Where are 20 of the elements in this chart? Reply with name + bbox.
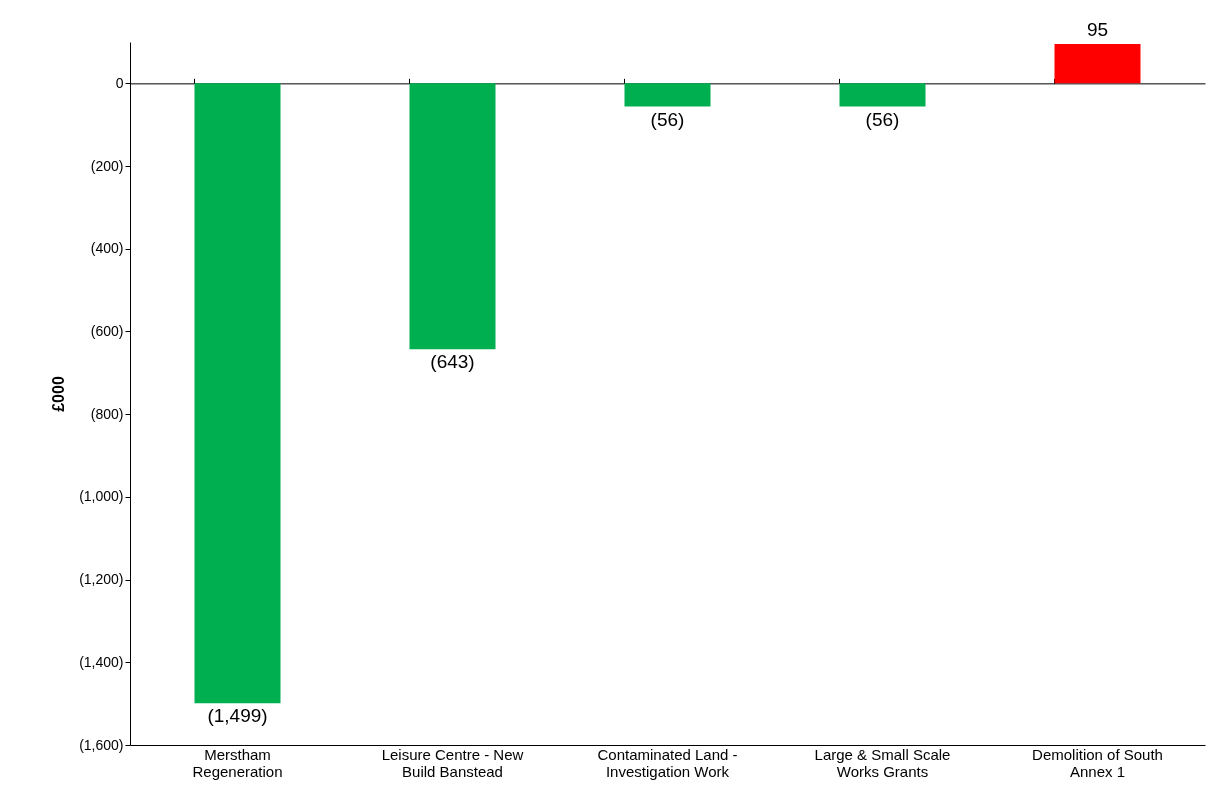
x-tick-label: Large & Small Scale Works Grants <box>814 745 951 780</box>
x-tick-label: Leisure Centre - New Build Banstead <box>381 745 524 780</box>
y-tick-label: (400) <box>90 240 124 257</box>
y-tick-label: (600) <box>90 322 124 339</box>
y-tick-label: (1,600) <box>79 736 124 753</box>
x-tick-label: Merstham Regeneration <box>192 745 283 780</box>
y-tick-label: (1,000) <box>79 488 124 505</box>
x-tick-label: Contaminated Land - Investigation Work <box>597 745 738 780</box>
data-label: (56) <box>650 108 685 130</box>
data-label: 95 <box>1086 19 1109 41</box>
data-label: (643) <box>430 351 475 373</box>
y-tick-label: 0 <box>115 74 124 91</box>
data-label: (1,499) <box>207 705 268 727</box>
y-tick-label: (1,400) <box>79 653 124 670</box>
data-label: (56) <box>865 108 900 130</box>
y-tick-label: (1,200) <box>79 571 124 588</box>
x-tick-label: Demolition of South Annex 1 <box>1032 745 1163 780</box>
y-tick-label: (800) <box>90 405 124 422</box>
y-axis-title: £000 <box>50 376 68 412</box>
y-tick-label: (200) <box>90 157 124 174</box>
